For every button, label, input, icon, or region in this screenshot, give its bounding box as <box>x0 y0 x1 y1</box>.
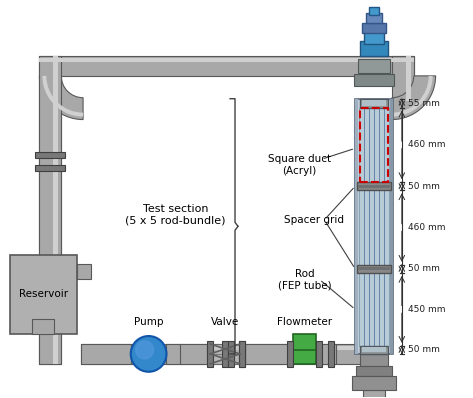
Bar <box>364 32 384 44</box>
Bar <box>357 182 391 190</box>
Bar <box>222 341 228 367</box>
Text: 50 mm: 50 mm <box>408 345 440 354</box>
Bar <box>53 76 58 364</box>
Bar <box>352 376 396 390</box>
Text: Flowmeter: Flowmeter <box>277 317 332 327</box>
Bar <box>354 74 394 86</box>
Bar <box>39 76 61 364</box>
Bar <box>245 344 293 364</box>
Bar <box>207 341 213 367</box>
Bar <box>360 41 388 56</box>
Bar <box>392 56 414 101</box>
Bar <box>359 273 389 346</box>
Bar <box>53 56 58 364</box>
Text: Valve: Valve <box>211 317 239 327</box>
Bar <box>228 341 234 367</box>
Bar <box>210 344 240 354</box>
Text: Square duct
(Acryl): Square duct (Acryl) <box>268 154 331 176</box>
Bar <box>355 99 393 354</box>
Bar <box>210 354 240 364</box>
Bar <box>360 107 388 182</box>
Bar <box>355 99 358 354</box>
Bar <box>166 344 183 364</box>
Bar <box>358 185 390 188</box>
Bar <box>39 58 414 62</box>
Bar <box>35 152 65 158</box>
Text: Pump: Pump <box>134 317 163 327</box>
Bar <box>293 334 316 350</box>
Bar <box>362 347 386 352</box>
Bar <box>362 23 386 33</box>
Bar <box>359 190 389 265</box>
Wedge shape <box>392 76 436 119</box>
Bar <box>293 348 316 364</box>
Text: Test section
(5 x 5 rod-bundle): Test section (5 x 5 rod-bundle) <box>125 204 226 226</box>
Text: 460 mm: 460 mm <box>408 223 445 232</box>
Bar <box>35 165 65 171</box>
Text: Rod
(FEP tube): Rod (FEP tube) <box>278 269 331 290</box>
Bar <box>39 56 414 76</box>
Bar <box>81 344 385 364</box>
Bar <box>360 354 388 366</box>
Bar <box>406 56 411 101</box>
Bar <box>356 366 392 376</box>
Bar <box>359 107 389 182</box>
Circle shape <box>136 341 154 359</box>
Bar <box>39 56 61 364</box>
Bar <box>33 319 54 334</box>
Text: 50 mm: 50 mm <box>408 182 440 191</box>
Bar <box>360 99 388 107</box>
Bar <box>328 341 334 367</box>
Bar <box>362 100 386 106</box>
Text: 55 mm: 55 mm <box>408 99 440 108</box>
Bar <box>180 344 207 364</box>
Bar <box>369 7 379 15</box>
Text: 460 mm: 460 mm <box>408 140 445 149</box>
Text: 50 mm: 50 mm <box>408 264 440 273</box>
Text: Spacer grid: Spacer grid <box>284 215 344 225</box>
Wedge shape <box>39 76 83 119</box>
Wedge shape <box>392 76 433 117</box>
Bar <box>239 341 245 367</box>
Bar <box>358 59 390 73</box>
Text: 450 mm: 450 mm <box>408 305 445 314</box>
Bar <box>390 99 393 354</box>
Bar <box>81 344 131 364</box>
Bar <box>357 265 391 273</box>
Wedge shape <box>43 76 83 117</box>
Bar <box>316 344 336 364</box>
Bar <box>77 263 91 279</box>
Bar <box>287 341 293 367</box>
Circle shape <box>131 336 166 372</box>
Text: Reservoir: Reservoir <box>19 289 68 299</box>
Bar <box>316 341 323 367</box>
Bar <box>9 255 77 334</box>
Bar <box>81 346 385 349</box>
Bar <box>239 341 245 367</box>
Bar <box>358 267 390 271</box>
Bar <box>366 13 382 23</box>
Bar <box>363 390 385 398</box>
Bar <box>360 346 388 354</box>
